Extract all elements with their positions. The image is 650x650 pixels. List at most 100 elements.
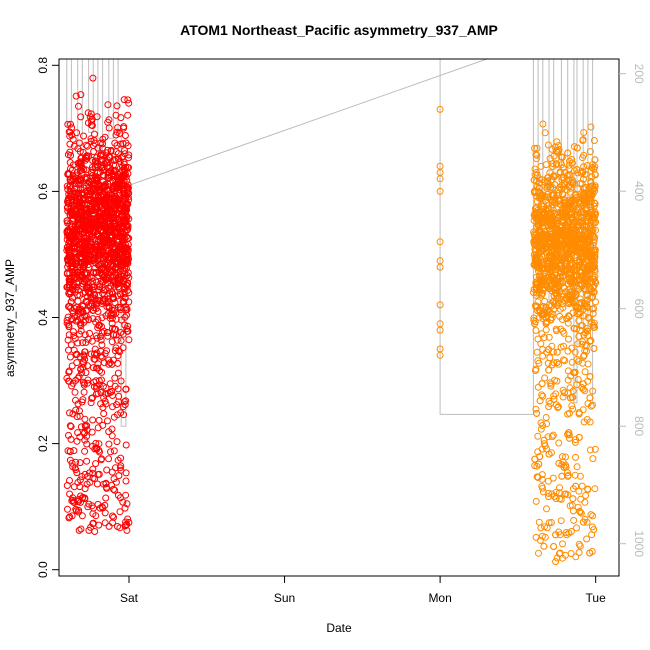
data-point [588,294,596,302]
data-point [87,293,95,301]
data-point [82,369,90,377]
data-point [556,168,564,176]
data-point [66,422,74,430]
data-point [583,535,591,543]
data-point [556,484,563,492]
data-point [569,485,577,493]
data-point [534,264,542,272]
data-point [78,398,86,406]
data-point [64,263,72,271]
data-point [116,303,124,311]
data-point [586,373,594,381]
data-point [545,450,553,458]
data-point [548,287,556,295]
data-point [74,159,82,167]
data-point [118,316,125,324]
data-point [553,327,560,335]
data-point [108,481,116,489]
data-point [542,235,550,243]
data-point [112,131,120,139]
data-point [558,209,566,217]
data-point [110,485,117,493]
data-point [565,254,573,262]
data-point [83,142,91,150]
data-point [549,431,557,439]
data-point [67,165,74,172]
data-point [572,482,580,490]
data-point [92,305,100,312]
data-point [66,513,74,521]
data-point [87,180,95,188]
data-point [558,316,566,323]
data-point [78,254,86,262]
data-point [531,320,539,328]
data-point [545,489,552,497]
data-point [538,380,546,388]
data-point [588,173,596,181]
data-point [81,379,88,387]
data-point [88,122,96,129]
data-point [83,457,91,465]
data-point [79,263,87,271]
data-point [102,400,110,408]
data-point [583,347,590,355]
data-point [588,401,596,409]
data-point [573,166,581,173]
data-point [586,148,594,156]
data-point [76,148,84,155]
data-point [109,512,116,520]
data-point [111,382,119,390]
data-point [65,331,73,339]
data-point [94,471,102,478]
data-point [114,352,122,360]
data-point [69,285,76,293]
data-point [550,239,558,247]
data-point [89,416,97,424]
data-point [93,334,101,342]
data-point [583,210,591,218]
y-axis: 0.0 0.2 0.4 0.6 0.8 [36,57,59,578]
data-point [71,233,79,241]
data-point [73,129,81,137]
data-point [74,214,82,222]
x-axis-label: Date [326,621,352,635]
secondary-y-tick-label: 600 [632,299,646,319]
data-point [538,391,546,399]
data-point [563,531,571,539]
data-point [548,266,556,274]
data-point [78,512,86,520]
data-point [544,205,552,213]
data-point [74,221,82,229]
data-point [92,385,100,392]
data-point [65,190,73,198]
data-point [76,433,84,441]
data-point [76,483,84,491]
data-point [106,215,114,223]
data-point [88,117,96,125]
data-point [531,189,539,197]
data-point [122,306,130,314]
data-point [568,176,576,184]
data-point [544,264,552,272]
data-point [99,140,107,148]
data-point [586,446,594,454]
data-point [96,448,103,456]
data-point [64,243,72,251]
data-point [105,440,113,448]
data-point [532,405,540,413]
data-point [64,227,72,235]
depth-trace [66,58,596,427]
data-point [549,474,557,482]
data-point [78,207,86,215]
data-point [576,295,584,303]
data-point [573,284,581,292]
data-point [578,169,585,177]
data-point [105,428,113,436]
data-point [535,289,543,297]
data-point [559,206,567,214]
data-point [99,421,107,429]
data-point [72,229,79,237]
data-point [114,177,122,185]
data-point [105,360,113,368]
data-point [71,185,79,193]
